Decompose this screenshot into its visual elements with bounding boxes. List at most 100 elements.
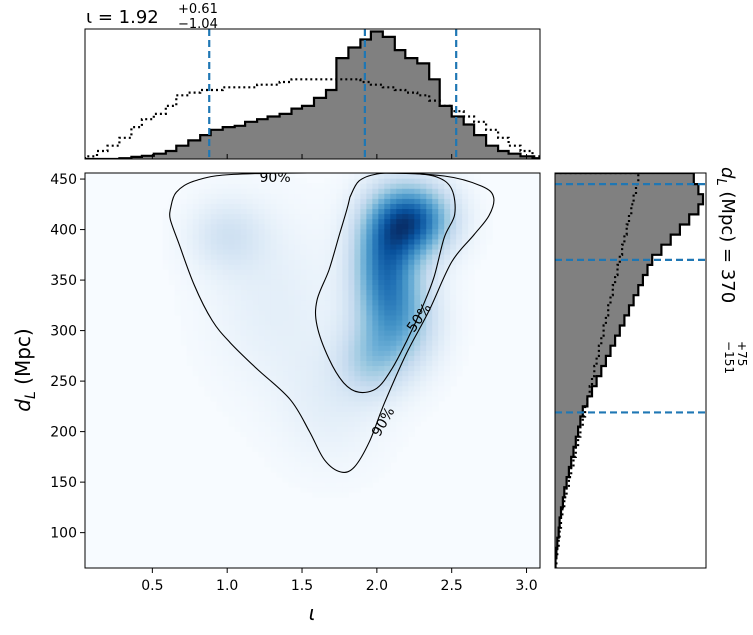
heatmap-cell xyxy=(198,279,206,286)
right-marginal-title-lower: −151 xyxy=(722,341,736,374)
heatmap-cell xyxy=(180,314,188,321)
heatmap-cell xyxy=(462,248,469,255)
heatmap-cell xyxy=(324,370,332,377)
heatmap-cell xyxy=(204,314,212,321)
heatmap-cell xyxy=(462,188,469,194)
heatmap-cell xyxy=(318,476,326,483)
heatmap-cell xyxy=(216,355,224,361)
heatmap-cell xyxy=(276,405,284,412)
heatmap-cell xyxy=(282,238,290,245)
heatmap-cell xyxy=(294,395,302,402)
heatmap-cell xyxy=(324,365,332,372)
heatmap-cell xyxy=(228,259,236,265)
heatmap-cell xyxy=(306,411,314,417)
heatmap-cell xyxy=(390,198,397,204)
heatmap-cell xyxy=(216,335,224,341)
heatmap-cell xyxy=(336,405,344,412)
heatmap-cell xyxy=(432,203,439,210)
heatmap-cell xyxy=(288,360,296,367)
heatmap-cell xyxy=(426,238,433,245)
heatmap-cell xyxy=(282,228,290,235)
y-tick-label: 250 xyxy=(50,374,77,390)
heatmap-cell xyxy=(456,299,463,306)
heatmap-cell xyxy=(438,350,445,356)
heatmap-cell xyxy=(318,324,326,331)
heatmap-cell xyxy=(204,279,212,286)
heatmap-cell xyxy=(420,405,427,412)
heatmap-cell xyxy=(390,284,397,291)
heatmap-cell xyxy=(342,203,350,210)
heatmap-cell xyxy=(360,254,367,260)
heatmap-cell xyxy=(276,238,284,245)
heatmap-cell xyxy=(402,324,409,331)
heatmap-cell xyxy=(228,319,236,326)
heatmap-cell xyxy=(378,375,385,382)
heatmap-cell xyxy=(420,375,427,382)
heatmap-cell xyxy=(312,431,320,437)
heatmap-cell xyxy=(414,243,421,250)
heatmap-cell xyxy=(348,390,356,397)
heatmap-cell xyxy=(414,213,421,220)
heatmap-cell xyxy=(366,350,373,356)
heatmap-cell xyxy=(336,416,344,422)
heatmap-cell xyxy=(312,370,320,377)
heatmap-cell xyxy=(312,345,320,351)
heatmap-cell xyxy=(342,279,350,286)
heatmap-cell xyxy=(222,405,230,412)
heatmap-cell xyxy=(420,370,427,377)
heatmap-cell xyxy=(438,335,445,341)
heatmap-cell xyxy=(270,264,278,270)
heatmap-cell xyxy=(288,431,296,437)
heatmap-cell xyxy=(270,309,278,316)
heatmap-cell xyxy=(174,264,182,270)
heatmap-cell xyxy=(444,269,451,275)
heatmap-cell xyxy=(258,213,266,220)
heatmap-cell xyxy=(240,183,248,189)
heatmap-cell xyxy=(390,264,397,270)
heatmap-cell xyxy=(276,466,284,473)
heatmap-cell xyxy=(426,400,433,407)
heatmap-cell xyxy=(336,309,344,316)
heatmap-cell xyxy=(342,421,350,427)
heatmap-cell xyxy=(372,426,379,432)
heatmap-cell xyxy=(450,213,457,220)
heatmap-cell xyxy=(474,208,481,215)
heatmap-cell xyxy=(396,421,403,427)
heatmap-cell xyxy=(300,340,308,346)
heatmap-cell xyxy=(306,319,314,326)
heatmap-cell xyxy=(384,375,391,382)
heatmap-cell xyxy=(384,254,391,260)
heatmap-cell xyxy=(318,304,326,311)
heatmap-cell xyxy=(198,284,206,291)
heatmap-cell xyxy=(252,193,260,199)
heatmap-cell xyxy=(396,193,403,199)
heatmap-cell xyxy=(450,335,457,341)
heatmap-cell xyxy=(342,243,350,250)
heatmap-cell xyxy=(378,259,385,265)
heatmap-cell xyxy=(192,213,200,220)
heatmap-cell xyxy=(366,446,373,453)
heatmap-cell xyxy=(354,259,361,265)
heatmap-cell xyxy=(462,238,469,245)
heatmap-cell xyxy=(450,294,457,301)
heatmap-cell xyxy=(444,355,451,361)
heatmap-cell xyxy=(180,279,188,286)
x-tick-label: 0.5 xyxy=(141,578,163,594)
heatmap-cell xyxy=(432,370,439,377)
heatmap-cell xyxy=(456,274,463,280)
heatmap-cell xyxy=(270,284,278,291)
heatmap-cell xyxy=(324,289,332,296)
heatmap-cell xyxy=(330,451,338,458)
heatmap-cell xyxy=(306,284,314,291)
heatmap-cell xyxy=(426,390,433,397)
heatmap-cell xyxy=(216,360,224,367)
heatmap-cell xyxy=(252,390,260,397)
heatmap-cell xyxy=(336,436,344,442)
heatmap-cell xyxy=(348,431,356,437)
heatmap-cell xyxy=(186,203,194,210)
heatmap-cell xyxy=(228,213,236,220)
heatmap-cell xyxy=(204,254,212,260)
heatmap-cell xyxy=(390,294,397,301)
heatmap-cell xyxy=(252,350,260,356)
heatmap-cell xyxy=(396,411,403,417)
